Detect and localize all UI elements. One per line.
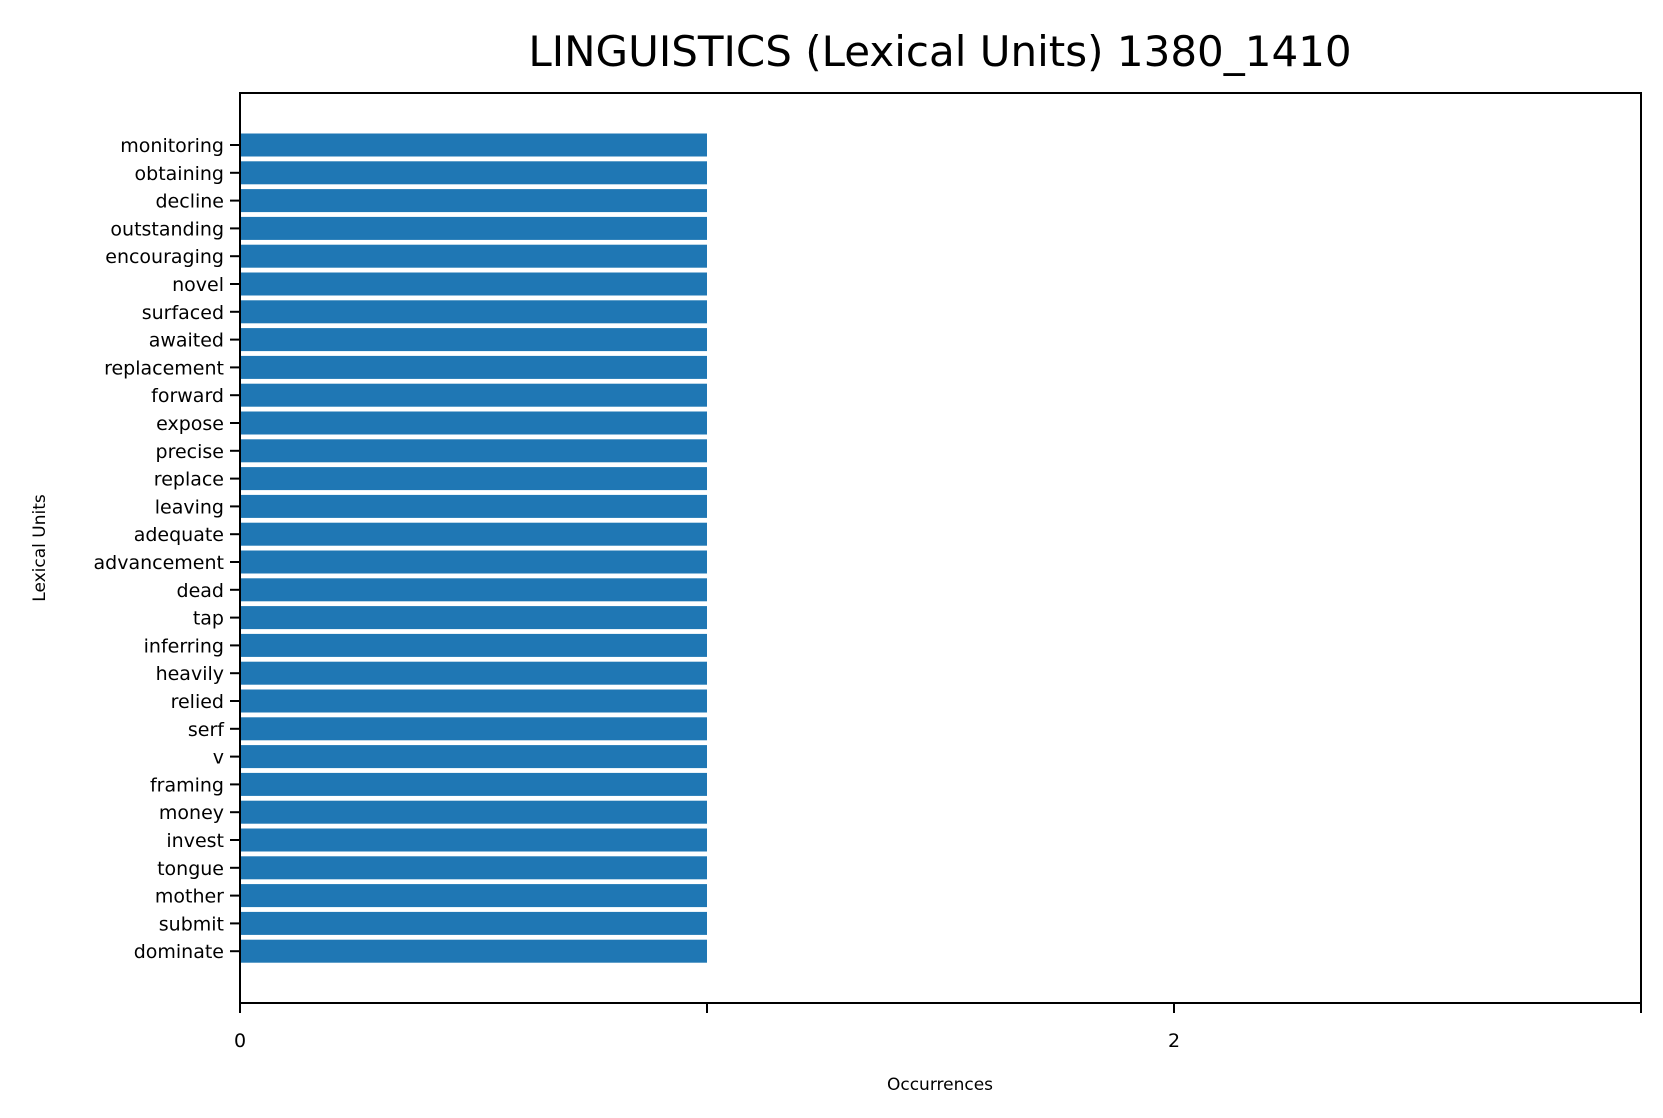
bar-novel <box>240 272 707 296</box>
bar-tap <box>240 606 707 630</box>
bar-dead <box>240 578 707 602</box>
y-tick-label-adequate: adequate <box>134 524 224 546</box>
bar-monitoring <box>240 133 707 157</box>
bar-replace <box>240 467 707 491</box>
bar-dominate <box>240 939 707 963</box>
y-tick-label-money: money <box>159 802 224 824</box>
y-tick-label-tongue: tongue <box>157 858 224 880</box>
y-tick-label-obtaining: obtaining <box>135 163 224 185</box>
bar-encouraging <box>240 244 707 268</box>
bar-replacement <box>240 355 707 379</box>
y-tick-label-dominate: dominate <box>134 941 224 963</box>
y-tick-label-tap: tap <box>193 608 224 630</box>
y-axis: monitoring obtaining decline outstanding enc… <box>94 135 240 963</box>
y-tick-label-dead: dead <box>177 580 224 602</box>
y-tick-label-framing: framing <box>150 774 224 796</box>
x-tick-label-2: 2 <box>1168 1030 1180 1052</box>
y-tick-label-monitoring: monitoring <box>120 135 224 157</box>
y-tick-label-expose: expose <box>156 413 224 435</box>
y-tick-label-v: v <box>213 747 224 769</box>
y-tick-label-decline: decline <box>156 191 225 213</box>
bar-invest <box>240 828 707 852</box>
bar-adequate <box>240 522 707 546</box>
plot-frame <box>239 92 1642 1004</box>
bar-obtaining <box>240 161 707 185</box>
bar-advancement <box>240 550 707 574</box>
y-tick-label-advancement: advancement <box>94 552 224 574</box>
y-tick-label-outstanding: outstanding <box>110 218 224 240</box>
bar-serf <box>240 717 707 741</box>
y-tick-label-invest: invest <box>166 830 224 852</box>
bar-expose <box>240 411 707 435</box>
bar-inferring <box>240 633 707 657</box>
y-tick-label-forward: forward <box>151 385 224 407</box>
y-tick-label-surfaced: surfaced <box>142 302 224 324</box>
y-tick-label-awaited: awaited <box>149 330 224 352</box>
y-tick-label-mother: mother <box>155 886 224 908</box>
x-axis-label: Occurrences <box>887 1075 993 1095</box>
y-tick-label-replace: replace <box>154 469 224 491</box>
chart-title: LINGUISTICS (Lexical Units) 1380_1410 <box>528 27 1351 76</box>
y-tick-label-inferring: inferring <box>144 635 224 657</box>
bar-surfaced <box>240 300 707 324</box>
bar-submit <box>240 911 707 935</box>
bar-tongue <box>240 856 707 880</box>
bar-relied <box>240 689 707 713</box>
bar-heavily <box>240 661 707 685</box>
bar-money <box>240 800 707 824</box>
bar-framing <box>240 772 707 796</box>
bar-decline <box>240 189 707 213</box>
y-axis-label: Lexical Units <box>30 494 50 602</box>
y-tick-label-encouraging: encouraging <box>105 246 224 268</box>
y-tick-label-precise: precise <box>156 441 224 463</box>
bar-leaving <box>240 494 707 518</box>
bar-outstanding <box>240 216 707 240</box>
y-tick-label-relied: relied <box>171 691 224 713</box>
y-tick-label-novel: novel <box>172 274 224 296</box>
bar-awaited <box>240 328 707 352</box>
y-tick-label-heavily: heavily <box>156 663 224 685</box>
bar-v <box>240 745 707 769</box>
y-tick-label-replacement: replacement <box>104 357 224 379</box>
y-tick-label-submit: submit <box>159 913 224 935</box>
bar-mother <box>240 884 707 908</box>
bar-forward <box>240 383 707 407</box>
y-tick-label-serf: serf <box>188 719 225 741</box>
bars-layer <box>240 133 707 963</box>
x-tick-label-0: 0 <box>234 1030 246 1052</box>
y-tick-label-leaving: leaving <box>155 496 224 518</box>
bar-precise <box>240 439 707 463</box>
